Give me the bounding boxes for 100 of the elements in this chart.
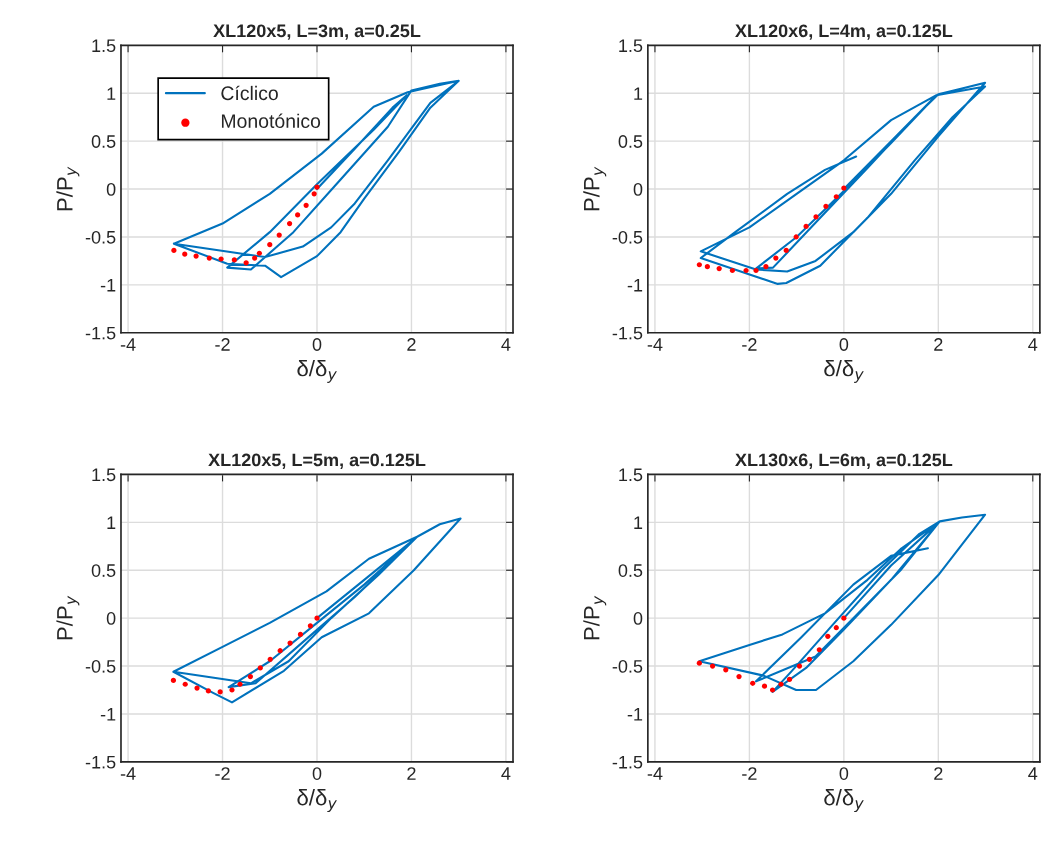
- point: [193, 253, 199, 259]
- x-tick-label: 0: [312, 767, 322, 780]
- point: [287, 640, 293, 646]
- point: [841, 185, 847, 191]
- point: [833, 194, 839, 200]
- point: [803, 223, 809, 230]
- x-tick-label: -2: [215, 767, 230, 780]
- y-tick-label: -0.5: [612, 659, 643, 673]
- point: [206, 255, 212, 261]
- legend-label: Monotónico: [221, 113, 321, 128]
- point: [252, 255, 258, 261]
- point: [761, 683, 768, 689]
- point: [277, 648, 283, 654]
- point: [194, 685, 200, 691]
- x-tick-label: 4: [501, 767, 511, 780]
- point: [243, 260, 249, 266]
- y-tick-label: 0: [633, 183, 643, 196]
- x-tick-label: -4: [120, 338, 136, 351]
- y-tick-label: 0.5: [91, 135, 116, 148]
- point: [786, 676, 793, 683]
- point: [311, 191, 317, 197]
- x-tick-label: 0: [839, 338, 849, 351]
- y-tick-label: -1: [627, 708, 643, 721]
- y-tick-label: -1: [100, 278, 116, 292]
- point: [729, 267, 735, 274]
- point: [267, 656, 273, 662]
- x-axis-title: δ/δ$_{y}$: [824, 789, 864, 813]
- y-tick-label: -1.5: [85, 326, 116, 340]
- y-tick-label: 1.5: [92, 468, 116, 482]
- y-tick-label: 1: [107, 516, 116, 529]
- point: [796, 663, 803, 669]
- y-tick-label: -1.5: [85, 755, 116, 769]
- point: [716, 265, 722, 272]
- y-tick-label: 1: [634, 516, 643, 529]
- x-axis-title: δ/δ$_{y}$: [297, 360, 337, 383]
- point: [816, 647, 822, 653]
- line-series: [172, 517, 462, 704]
- chart-title: XL120x5, L=5m, a=0.125L: [208, 453, 426, 469]
- x-tick-label: -4: [647, 767, 663, 780]
- x-tick-label: 2: [407, 767, 416, 780]
- point: [231, 257, 237, 263]
- y-tick-label: -0.5: [85, 659, 116, 673]
- line-series: [172, 79, 460, 279]
- point: [218, 256, 224, 262]
- point: [237, 681, 243, 687]
- point: [217, 689, 223, 695]
- y-axis-title: P/P$_{y}$: [56, 166, 80, 211]
- y-tick-label: -1: [100, 708, 116, 721]
- point: [182, 251, 188, 257]
- chart-title: XL120x5, L=3m, a=0.25L: [213, 24, 421, 40]
- x-tick-label: 2: [934, 767, 943, 780]
- y-tick-label: 1.5: [619, 39, 643, 53]
- y-tick-label: -1.5: [612, 755, 643, 769]
- point: [256, 250, 262, 256]
- point: [696, 660, 702, 666]
- x-tick-label: 2: [934, 338, 943, 351]
- x-tick-label: 4: [1028, 767, 1038, 780]
- x-tick-label: 0: [839, 767, 849, 780]
- point: [314, 184, 320, 190]
- x-tick-label: 4: [501, 338, 511, 351]
- point: [806, 656, 812, 662]
- point: [778, 681, 784, 687]
- point: [297, 631, 304, 638]
- point: [247, 673, 253, 680]
- point: [704, 264, 710, 270]
- chart-title: XL130x6, L=6m, a=0.125L: [735, 453, 953, 469]
- point: [750, 680, 756, 686]
- x-tick-label: -4: [120, 767, 136, 780]
- line-series: [698, 513, 987, 693]
- point: [783, 247, 789, 253]
- y-tick-label: 1.5: [92, 39, 116, 53]
- point: [229, 687, 235, 693]
- point: [769, 687, 776, 693]
- y-tick-label: 0.5: [91, 564, 116, 577]
- y-tick-label: -1: [627, 278, 643, 292]
- point: [276, 232, 282, 238]
- x-tick-label: -2: [742, 767, 757, 780]
- point: [833, 625, 839, 631]
- point: [723, 667, 729, 673]
- y-tick-label: 0: [106, 612, 116, 625]
- x-tick-label: -2: [742, 338, 757, 351]
- y-tick-label: 0: [106, 183, 116, 196]
- point: [303, 202, 309, 208]
- y-tick-label: 0.5: [618, 564, 643, 577]
- point: [825, 633, 831, 639]
- point: [257, 665, 263, 671]
- chart-title: XL120x6, L=4m, a=0.125L: [735, 24, 953, 40]
- point: [841, 615, 847, 621]
- point: [307, 623, 313, 629]
- point: [773, 255, 779, 261]
- point: [287, 220, 293, 227]
- point: [170, 677, 177, 684]
- point: [813, 214, 819, 220]
- y-tick-label: 1: [634, 87, 643, 100]
- x-tick-label: 2: [407, 338, 416, 351]
- y-tick-label: 1.5: [619, 468, 643, 482]
- point: [295, 212, 301, 218]
- point: [763, 264, 769, 270]
- y-tick-label: -0.5: [612, 230, 643, 244]
- point: [743, 267, 749, 274]
